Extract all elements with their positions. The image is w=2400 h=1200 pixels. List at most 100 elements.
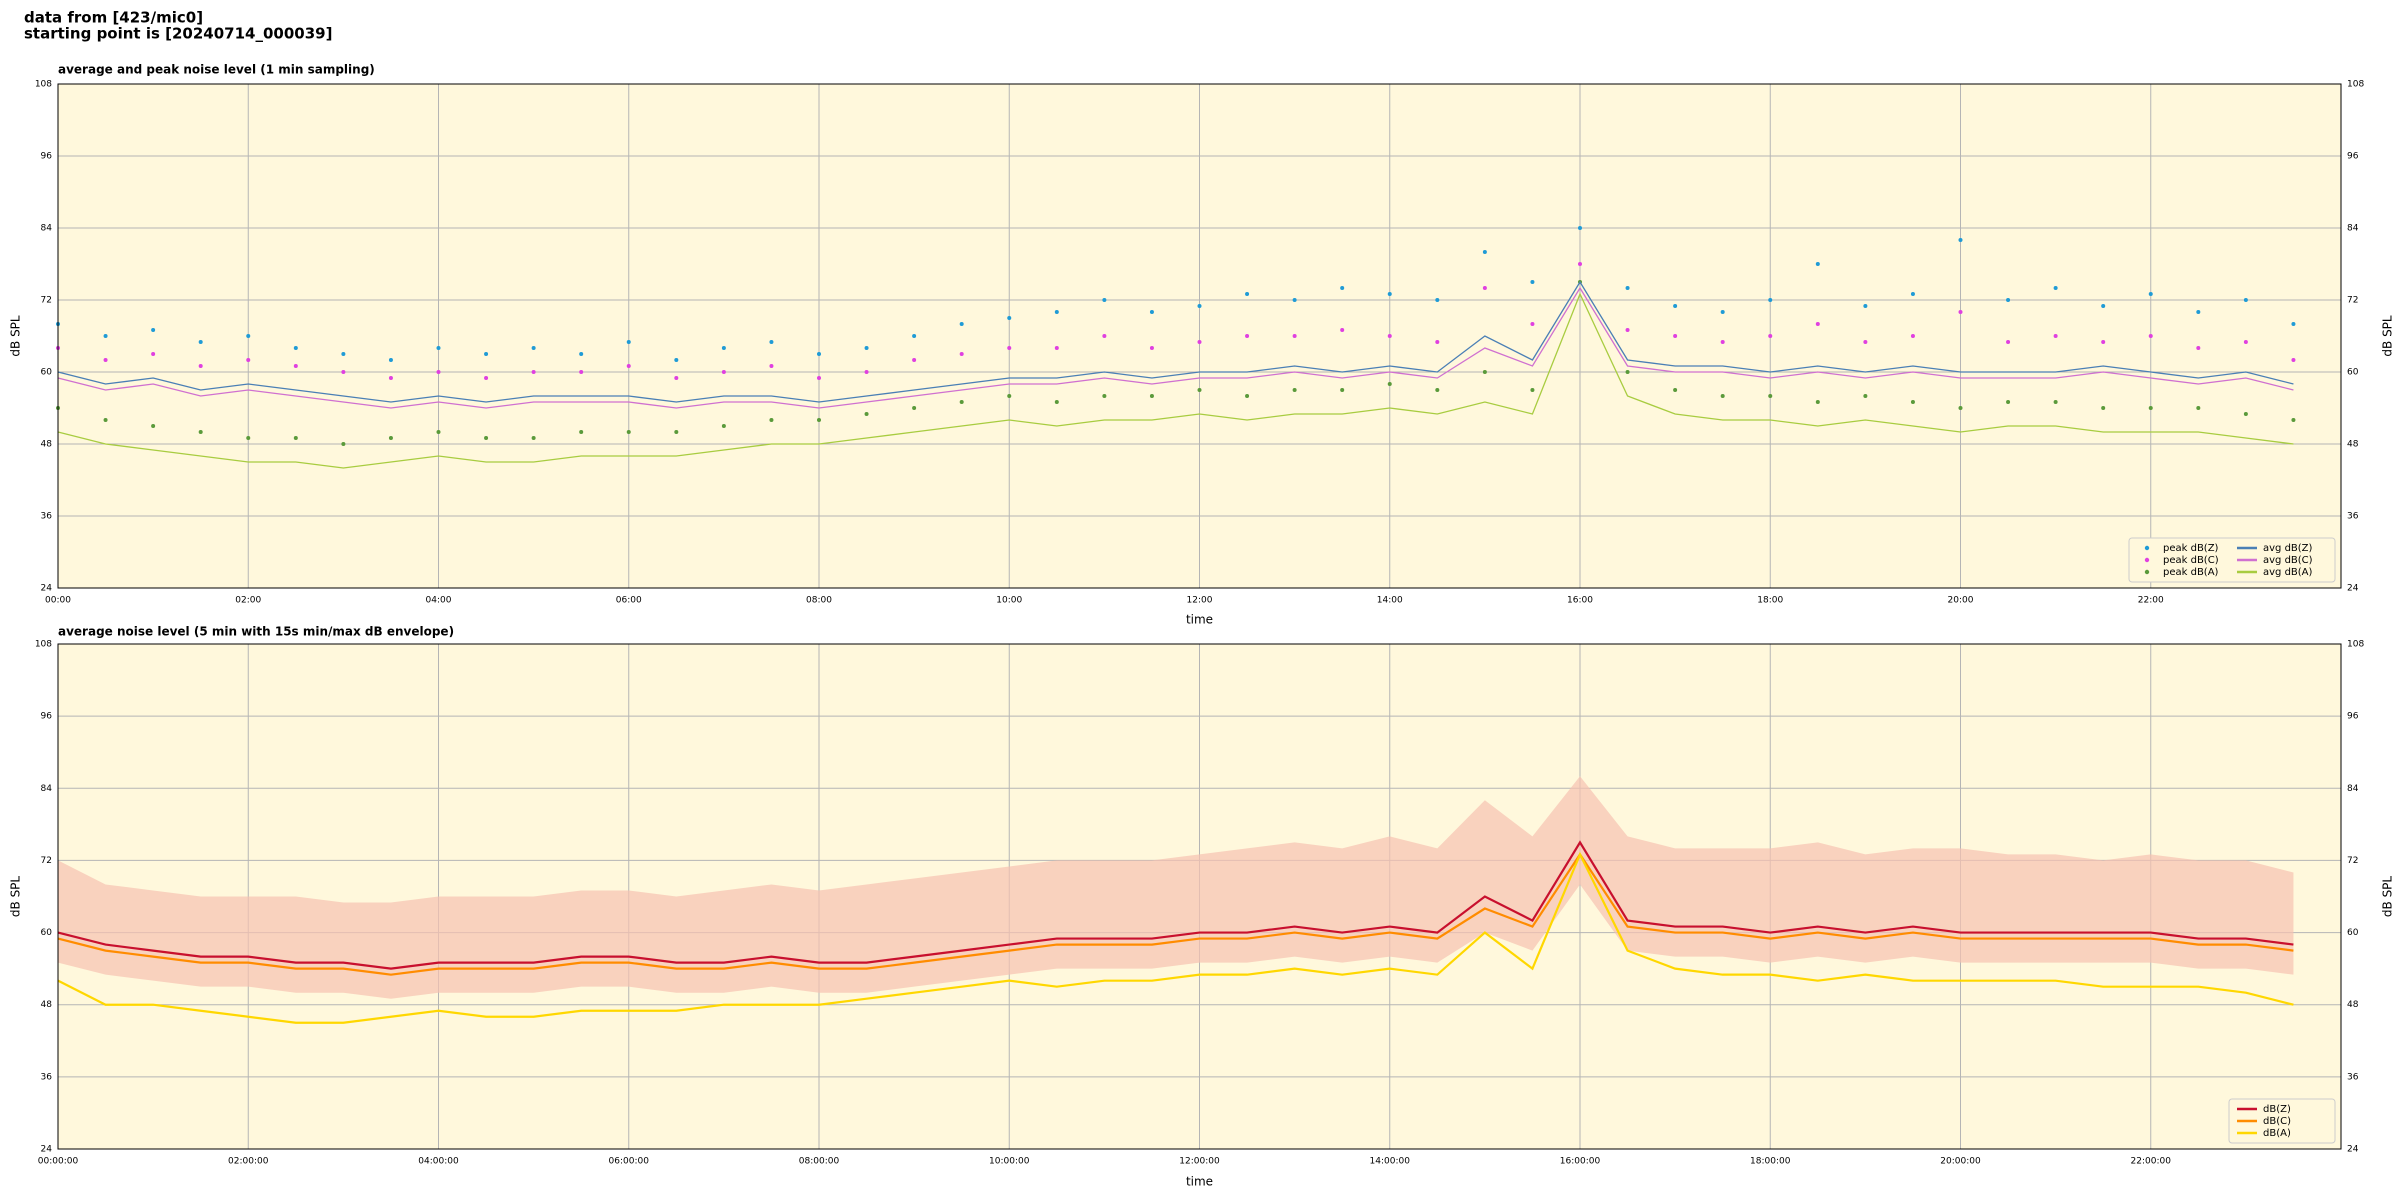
x-tick-label: 02:00 xyxy=(235,596,261,606)
peak-point xyxy=(959,352,964,356)
peak-point xyxy=(1768,334,1773,338)
peak-point xyxy=(1054,346,1059,350)
series-line xyxy=(57,280,2294,403)
peak-point xyxy=(198,340,203,344)
peak-point xyxy=(2148,292,2153,296)
peak-point xyxy=(2291,322,2296,326)
peak-point xyxy=(721,370,726,374)
peak-point xyxy=(1673,304,1678,308)
peak-point xyxy=(1530,322,1535,326)
y2-tick-label: 96 xyxy=(2347,712,2359,722)
peak-point xyxy=(2101,340,2106,344)
peak-point xyxy=(1863,304,1868,308)
y-axis-label: dB SPL xyxy=(9,315,23,357)
peak-point xyxy=(2053,286,2058,290)
legend-label: avg dB(Z) xyxy=(2263,543,2313,554)
peak-point xyxy=(2148,406,2153,410)
x-tick-label: 08:00:00 xyxy=(799,1157,840,1167)
y-axis-label: dB SPL xyxy=(9,876,23,918)
x-tick-label: 22:00 xyxy=(2138,596,2164,606)
header-source: data from [423/mic0] xyxy=(24,9,203,27)
series-line xyxy=(57,852,2294,976)
peak-point xyxy=(626,364,631,368)
y-tick-label: 36 xyxy=(41,1072,53,1082)
peak-point xyxy=(531,436,536,440)
peak-point xyxy=(817,418,821,422)
peak-point xyxy=(103,358,108,362)
peak-point xyxy=(1625,370,1630,374)
peak-point xyxy=(1768,298,1773,302)
x-tick-label: 06:00 xyxy=(616,596,642,606)
peak-point xyxy=(1625,286,1630,290)
y-tick-label: 84 xyxy=(41,224,53,234)
peak-point xyxy=(2006,340,2011,344)
peak-point xyxy=(1958,406,1963,410)
y2-tick-label: 108 xyxy=(2347,80,2364,90)
peak-point xyxy=(1578,226,1582,230)
peak-point xyxy=(626,340,631,344)
peak-point xyxy=(1720,340,1725,344)
peak-point xyxy=(531,346,536,350)
x-tick-label: 00:00:00 xyxy=(38,1157,79,1167)
y-tick-label: 48 xyxy=(41,440,53,450)
peak-point xyxy=(1482,250,1487,254)
y-tick-label: 24 xyxy=(41,584,53,594)
peak-point xyxy=(198,364,203,368)
peak-point xyxy=(1054,310,1059,314)
peak-point xyxy=(1245,334,1250,338)
x-tick-label: 04:00 xyxy=(426,596,452,606)
peak-point xyxy=(1435,340,1440,344)
y2-tick-label: 72 xyxy=(2347,856,2358,866)
peak-point xyxy=(1292,334,1297,338)
peak-point xyxy=(1245,292,1250,296)
peak-point xyxy=(151,424,156,428)
peak-point xyxy=(912,406,917,410)
peak-point xyxy=(1149,310,1154,314)
peak-point xyxy=(436,346,441,350)
peak-point xyxy=(2243,298,2248,302)
legend: dB(Z)dB(C)dB(A) xyxy=(2228,1098,2336,1144)
peak-point xyxy=(341,352,346,356)
x-tick-label: 12:00:00 xyxy=(1179,1157,1220,1167)
peak-point xyxy=(484,352,489,356)
peak-point xyxy=(817,376,821,380)
y2-tick-label: 24 xyxy=(2347,584,2359,594)
y2-tick-label: 84 xyxy=(2347,224,2359,234)
x-tick-label: 10:00:00 xyxy=(989,1157,1030,1167)
peak-point xyxy=(626,430,631,434)
y-tick-label: 72 xyxy=(41,856,52,866)
peak-point xyxy=(1530,280,1535,284)
peak-point xyxy=(1340,286,1345,290)
legend-label: dB(A) xyxy=(2263,1128,2291,1139)
peak-point xyxy=(103,334,108,338)
legend-marker xyxy=(2144,569,2150,575)
peak-point xyxy=(2101,406,2106,410)
peak-point xyxy=(388,436,393,440)
y2-tick-label: 48 xyxy=(2347,440,2359,450)
y2-axis-label: dB SPL xyxy=(2381,876,2395,918)
peak-point xyxy=(2006,298,2011,302)
peak-point xyxy=(484,436,489,440)
peak-point xyxy=(103,418,108,422)
peak-point xyxy=(2291,358,2296,362)
peak-point xyxy=(1530,388,1535,392)
y-tick-label: 72 xyxy=(41,296,52,306)
peak-point xyxy=(579,430,584,434)
peak-point xyxy=(1910,292,1915,296)
series-line xyxy=(57,292,2294,469)
peak-point xyxy=(1863,394,1868,398)
x-axis-label: time xyxy=(1186,1175,1213,1189)
peak-point xyxy=(674,430,679,434)
peak-point xyxy=(531,370,536,374)
peak-point xyxy=(436,370,441,374)
x-tick-label: 02:00:00 xyxy=(228,1157,269,1167)
peak-point xyxy=(1197,304,1202,308)
peak-point xyxy=(1958,310,1963,314)
peak-point xyxy=(246,358,251,362)
peak-point xyxy=(293,364,298,368)
peak-point xyxy=(341,370,346,374)
peak-point xyxy=(1910,334,1915,338)
y-tick-label: 84 xyxy=(41,784,53,794)
peak-point xyxy=(959,322,964,326)
x-tick-label: 14:00 xyxy=(1377,596,1403,606)
